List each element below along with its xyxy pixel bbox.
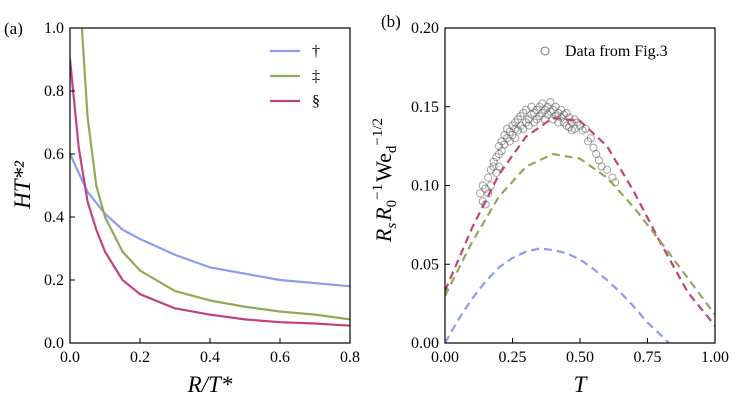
panel-b-legend-label: Data from Fig.3 [565,43,668,60]
panel-a-legend-label: † [312,43,320,60]
panel-a-x-label: R/T* [187,372,233,397]
panel-b-data-point [489,157,498,166]
panel-b-x-tick-label: 0.25 [499,349,527,366]
panel-b-y-tick-label: 0.05 [411,256,439,273]
panel-b-y-tick-label: 0.20 [411,20,439,37]
panel-a-x-ticks: 0.0 0.2 0.4 0.6 0.8 [60,338,360,366]
panel-a-series-line-1 [70,152,350,288]
panel-a-x-tick-label: 0.4 [200,349,220,366]
panel-a: (a) 0.0 0.2 0.4 0.6 0.8 0.0 0.2 0.4 0.6 0.8 1.0 †… [4,19,360,397]
panel-b-label: (b) [381,12,401,31]
panel-b-y-label: RsR0−1Wed−1/2 [370,118,400,243]
panel-b-data-point [565,113,574,122]
panel-b-data-point [484,173,493,182]
panel-b-x-tick-label: 1.00 [701,349,729,366]
panel-a-legend-label: ‡ [312,68,320,85]
panel-b-data-point [494,162,504,171]
panel-b-data-point [597,162,606,171]
panel-b-series-line-2 [445,152,715,316]
panel-b: (b) 0.00 0.25 0.50 0.75 1.00 0.00 0.05 0.10 0.1… [370,12,729,397]
panel-b-data-point [546,97,555,107]
panel-b-x-tick-label: 0.00 [431,349,459,366]
panel-b-data-point [602,165,612,174]
panel-b-y-tick-label: 0.00 [411,335,439,352]
panel-a-y-tick-label: 0.4 [44,209,64,226]
panel-a-y-tick-label: 0.8 [44,83,64,100]
panel-a-y-tick-label: 1.0 [44,20,64,37]
panel-b-lines [445,116,715,343]
panel-a-x-tick-label: 0.8 [340,349,360,366]
panel-a-legend-label: § [312,93,320,110]
panel-b-x-tick-label: 0.75 [634,349,662,366]
panel-b-legend: Data from Fig.3 [540,43,668,60]
panel-b-series-line-3 [445,247,670,343]
panel-a-legend: † ‡ § [270,43,320,110]
panel-a-y-tick-label: 0.0 [44,335,64,352]
panel-b-data-point [494,142,504,151]
panel-b-x-tick-label: 0.50 [566,349,594,366]
panel-b-data-point [586,134,595,143]
panel-b-x-label: T [574,372,589,397]
panel-a-x-tick-label: 0.6 [270,349,290,366]
panel-a-lines [70,28,350,327]
panel-b-series-line-1 [445,116,715,327]
panel-a-y-tick-label: 0.2 [44,272,64,289]
panel-b-x-ticks: 0.00 0.25 0.50 0.75 1.00 [431,338,729,366]
panel-b-data-point [513,126,523,135]
panel-a-frame [69,27,351,344]
panel-a-y-tick-label: 0.6 [44,146,64,163]
panel-b-data-point [562,108,571,118]
panel-a-x-tick-label: 0.0 [60,349,80,366]
panel-b-legend-marker [540,46,550,56]
panel-b-scatter [476,97,620,209]
panel-a-label: (a) [4,19,23,38]
panel-a-series-line-2 [80,28,350,321]
panel-b-data-point [486,181,495,190]
panel-b-y-ticks: 0.00 0.05 0.10 0.15 0.20 [411,20,450,352]
panel-b-data-point [476,189,485,198]
panel-b-data-point [484,189,493,198]
panel-b-y-tick-label: 0.10 [411,178,439,195]
panel-b-y-tick-label: 0.15 [411,99,439,116]
panel-a-series-line-3 [70,58,350,327]
panel-a-x-tick-label: 0.2 [130,349,150,366]
panel-a-y-ticks: 0.0 0.2 0.4 0.6 0.8 1.0 [44,20,75,352]
panel-b-data-point [608,173,617,182]
panel-a-y-label: HT*² [10,160,35,210]
panel-b-data-point [511,134,520,143]
